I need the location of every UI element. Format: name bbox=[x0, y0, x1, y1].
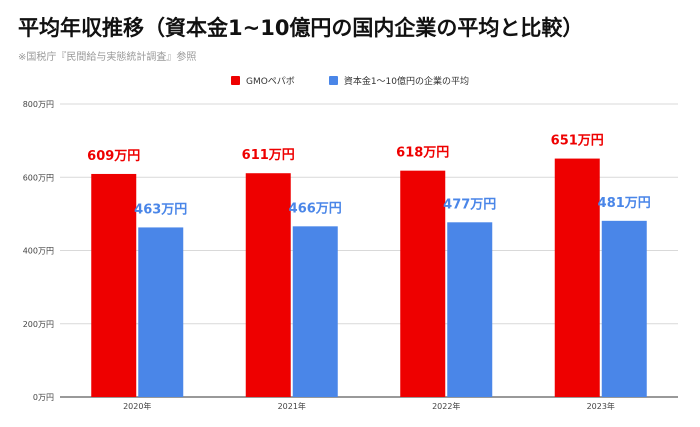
chart-title: 平均年収推移（資本金1~10億円の国内企業の平均と比較） bbox=[18, 16, 584, 40]
legend-label-gmo: GMOペパボ bbox=[245, 77, 295, 87]
y-tick-label: 400万円 bbox=[23, 247, 54, 256]
bar-gmo bbox=[400, 170, 446, 397]
bar-average bbox=[601, 220, 647, 397]
legend-swatch-gmo bbox=[230, 76, 240, 85]
legend-swatch-average bbox=[328, 76, 338, 85]
bar-gmo bbox=[554, 158, 600, 397]
legend-item-gmo: GMOペパボ bbox=[230, 74, 295, 87]
data-label-average: 466万円 bbox=[289, 201, 342, 216]
legend-label-average: 資本金1～10億円の企業の平均 bbox=[343, 77, 469, 87]
bar-average bbox=[447, 222, 493, 397]
y-tick-label: 200万円 bbox=[23, 320, 54, 329]
y-tick-label: 800万円 bbox=[23, 100, 54, 109]
data-label-gmo: 611万円 bbox=[242, 148, 295, 163]
chart-legend: GMOペパボ 資本金1～10億円の企業の平均 bbox=[0, 74, 700, 87]
x-tick-label: 2023年 bbox=[587, 401, 615, 411]
bar-average bbox=[138, 227, 184, 397]
data-label-gmo: 651万円 bbox=[551, 134, 604, 149]
legend-item-average: 資本金1～10億円の企業の平均 bbox=[328, 74, 469, 87]
bar-gmo bbox=[91, 173, 137, 397]
data-label-gmo: 618万円 bbox=[396, 146, 449, 161]
y-tick-label: 0万円 bbox=[33, 393, 54, 402]
bar-average bbox=[292, 226, 338, 397]
data-label-average: 477万円 bbox=[443, 197, 496, 212]
x-tick-label: 2022年 bbox=[432, 401, 460, 411]
x-tick-label: 2020年 bbox=[123, 401, 151, 411]
data-label-average: 481万円 bbox=[598, 196, 651, 211]
data-label-gmo: 609万円 bbox=[87, 149, 140, 164]
x-tick-label: 2021年 bbox=[278, 401, 306, 411]
data-label-average: 463万円 bbox=[134, 202, 187, 217]
y-tick-label: 600万円 bbox=[23, 173, 54, 182]
bar-gmo bbox=[245, 173, 291, 397]
source-note: ※国税庁『民間給与実態統計調査』参照 bbox=[18, 52, 197, 63]
